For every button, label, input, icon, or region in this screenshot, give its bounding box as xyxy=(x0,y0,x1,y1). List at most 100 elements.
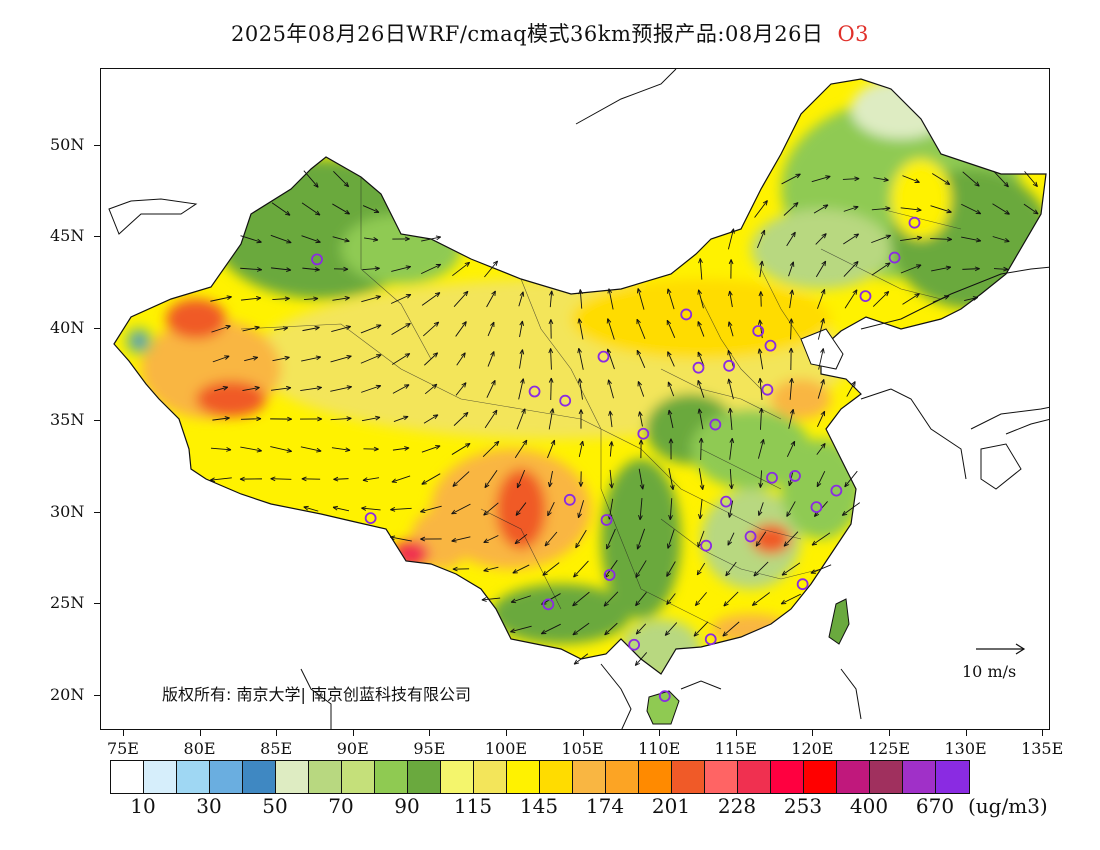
longitude-label: 80E xyxy=(183,739,216,758)
wind-arrow xyxy=(452,261,471,277)
station-marker[interactable] xyxy=(888,251,901,264)
wind-arrow xyxy=(816,410,826,428)
wind-arrow xyxy=(668,498,673,521)
color-scale-cell xyxy=(837,761,870,793)
wind-arrow xyxy=(871,234,892,244)
station-marker[interactable] xyxy=(597,350,610,363)
color-scale-cell xyxy=(474,761,507,793)
wind-arrow xyxy=(816,470,826,488)
station-marker[interactable] xyxy=(528,385,541,398)
wind-arrow xyxy=(212,416,230,421)
wind-arrow xyxy=(518,291,525,307)
map-frame[interactable] xyxy=(100,68,1050,730)
station-marker[interactable] xyxy=(908,216,921,229)
color-scale-unit: (ug/m3) xyxy=(968,794,1048,818)
wind-arrow xyxy=(240,446,262,453)
wind-arrow xyxy=(931,265,952,272)
station-marker[interactable] xyxy=(704,633,717,646)
color-scale-cell xyxy=(507,761,540,793)
wind-arrow xyxy=(240,267,263,272)
longitude-tick xyxy=(1042,730,1044,736)
map-canvas[interactable] xyxy=(101,69,1050,730)
wind-arrow xyxy=(512,564,530,574)
wind-arrow xyxy=(360,324,382,334)
wind-arrow xyxy=(361,295,381,303)
wind-arrow xyxy=(332,296,350,301)
station-marker[interactable] xyxy=(761,383,774,396)
wind-arrow xyxy=(270,267,292,272)
wind-vectors xyxy=(210,170,1039,666)
wind-arrow xyxy=(786,231,796,247)
station-marker[interactable] xyxy=(603,569,616,581)
wind-arrow xyxy=(789,377,794,400)
color-scale-cell xyxy=(738,761,771,793)
color-scale-label: 90 xyxy=(394,794,420,818)
latitude-tick xyxy=(94,511,100,513)
wind-arrow xyxy=(301,202,321,216)
wind-arrow xyxy=(333,476,349,482)
station-marker[interactable] xyxy=(764,339,777,352)
wind-arrow xyxy=(698,258,703,280)
wind-arrow xyxy=(723,591,739,607)
wind-arrow xyxy=(758,377,763,400)
wind-arrow xyxy=(667,529,675,549)
station-marker[interactable] xyxy=(680,308,693,321)
wind-arrow xyxy=(902,293,920,305)
station-marker[interactable] xyxy=(810,501,823,514)
wind-arrow xyxy=(811,175,831,183)
wind-arrow xyxy=(697,351,705,367)
wind-arrow xyxy=(451,503,471,515)
wind-arrow xyxy=(818,348,825,370)
station-marker[interactable] xyxy=(720,495,732,508)
wind-arrow xyxy=(786,501,796,517)
color-scale-label: 10 xyxy=(130,794,156,818)
station-marker[interactable] xyxy=(859,290,872,303)
wind-arrow xyxy=(455,382,467,396)
wind-arrow xyxy=(635,560,647,578)
wind-arrow xyxy=(606,318,615,340)
wind-arrow xyxy=(756,229,766,249)
station-marker[interactable] xyxy=(311,253,323,266)
station-marker[interactable] xyxy=(789,470,801,482)
station-marker[interactable] xyxy=(830,484,843,497)
color-scale-cell xyxy=(903,761,936,793)
station-marker[interactable] xyxy=(766,471,778,484)
color-scale-cell xyxy=(177,761,210,793)
wind-arrow xyxy=(515,502,527,516)
wind-arrow xyxy=(788,347,794,370)
station-marker[interactable] xyxy=(752,325,765,337)
station-marker[interactable] xyxy=(563,493,576,506)
wind-arrow xyxy=(301,235,321,244)
station-marker[interactable] xyxy=(542,598,555,611)
station-marker[interactable] xyxy=(364,512,377,525)
station-marker[interactable] xyxy=(796,578,809,591)
wind-reference-label: 10 m/s xyxy=(962,662,1017,681)
wind-arrow xyxy=(932,295,950,303)
station-marker[interactable] xyxy=(637,427,650,440)
station-marker[interactable] xyxy=(658,690,671,703)
color-scale-cell xyxy=(672,761,705,793)
station-marker[interactable] xyxy=(700,539,713,552)
longitude-tick xyxy=(659,730,661,736)
station-marker[interactable] xyxy=(723,359,736,372)
wind-arrow xyxy=(421,292,441,306)
wind-arrow xyxy=(727,500,734,518)
wind-arrow xyxy=(816,442,826,455)
wind-arrow xyxy=(815,233,827,245)
wind-arrow xyxy=(783,202,799,216)
wind-arrow xyxy=(548,319,554,339)
station-marker[interactable] xyxy=(692,361,705,374)
station-marker[interactable] xyxy=(628,638,641,651)
wind-arrow xyxy=(578,409,584,429)
station-marker[interactable] xyxy=(559,394,572,407)
wind-arrow xyxy=(392,236,410,242)
wind-arrow xyxy=(391,475,411,483)
coastline-gulf-tonkin xyxy=(680,680,722,690)
wind-arrow xyxy=(788,408,795,429)
station-marker[interactable] xyxy=(744,530,757,543)
station-marker[interactable] xyxy=(600,514,613,526)
wind-arrow xyxy=(332,505,350,512)
coastline-japan-3 xyxy=(1005,418,1049,435)
station-marker[interactable] xyxy=(709,418,722,431)
wind-arrow xyxy=(300,416,323,422)
